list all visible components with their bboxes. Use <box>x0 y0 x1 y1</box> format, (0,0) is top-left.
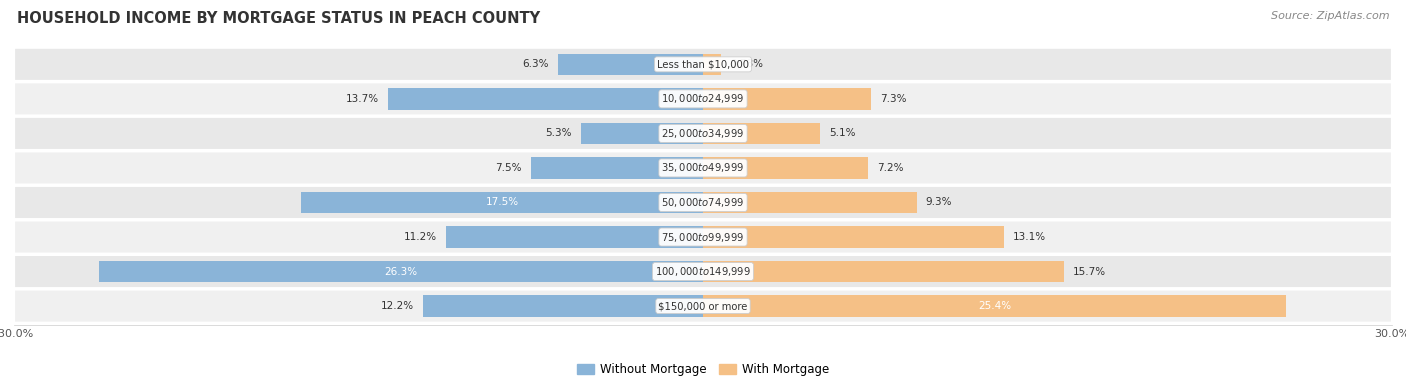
Text: $10,000 to $24,999: $10,000 to $24,999 <box>661 92 745 105</box>
Bar <box>703 54 721 75</box>
Text: 13.1%: 13.1% <box>1012 232 1046 242</box>
FancyBboxPatch shape <box>14 220 1392 254</box>
Text: 15.7%: 15.7% <box>1073 266 1107 277</box>
Text: Less than $10,000: Less than $10,000 <box>657 59 749 69</box>
Text: 25.4%: 25.4% <box>979 301 1011 311</box>
Text: 5.1%: 5.1% <box>830 129 856 138</box>
Text: 7.2%: 7.2% <box>877 163 904 173</box>
FancyBboxPatch shape <box>14 290 1392 323</box>
Text: HOUSEHOLD INCOME BY MORTGAGE STATUS IN PEACH COUNTY: HOUSEHOLD INCOME BY MORTGAGE STATUS IN P… <box>17 11 540 26</box>
FancyBboxPatch shape <box>14 82 1392 115</box>
Bar <box>581 123 703 144</box>
Text: 7.3%: 7.3% <box>880 94 907 104</box>
Bar <box>703 123 820 144</box>
Text: $25,000 to $34,999: $25,000 to $34,999 <box>661 127 745 140</box>
Text: Source: ZipAtlas.com: Source: ZipAtlas.com <box>1271 11 1389 21</box>
Bar <box>703 295 1286 317</box>
Text: 5.3%: 5.3% <box>546 129 572 138</box>
Text: $50,000 to $74,999: $50,000 to $74,999 <box>661 196 745 209</box>
Bar <box>388 88 703 110</box>
Text: 7.5%: 7.5% <box>495 163 522 173</box>
Bar <box>703 226 1004 248</box>
Bar <box>703 192 917 213</box>
Bar <box>531 157 703 179</box>
Bar <box>703 88 870 110</box>
Text: $35,000 to $49,999: $35,000 to $49,999 <box>661 161 745 175</box>
Legend: Without Mortgage, With Mortgage: Without Mortgage, With Mortgage <box>572 358 834 378</box>
Bar <box>423 295 703 317</box>
Text: $75,000 to $99,999: $75,000 to $99,999 <box>661 231 745 243</box>
Text: 9.3%: 9.3% <box>925 197 952 208</box>
Text: 0.78%: 0.78% <box>730 59 763 69</box>
FancyBboxPatch shape <box>14 186 1392 219</box>
Text: 17.5%: 17.5% <box>485 197 519 208</box>
Text: 26.3%: 26.3% <box>384 266 418 277</box>
FancyBboxPatch shape <box>14 117 1392 150</box>
Text: $150,000 or more: $150,000 or more <box>658 301 748 311</box>
Bar <box>98 261 703 282</box>
Bar <box>703 157 869 179</box>
Text: 11.2%: 11.2% <box>404 232 437 242</box>
Bar <box>558 54 703 75</box>
Bar <box>301 192 703 213</box>
FancyBboxPatch shape <box>14 151 1392 184</box>
FancyBboxPatch shape <box>14 48 1392 81</box>
Bar <box>446 226 703 248</box>
Text: 13.7%: 13.7% <box>346 94 380 104</box>
Bar <box>703 261 1063 282</box>
Text: 12.2%: 12.2% <box>381 301 413 311</box>
FancyBboxPatch shape <box>14 255 1392 288</box>
Text: $100,000 to $149,999: $100,000 to $149,999 <box>655 265 751 278</box>
Text: 6.3%: 6.3% <box>523 59 550 69</box>
